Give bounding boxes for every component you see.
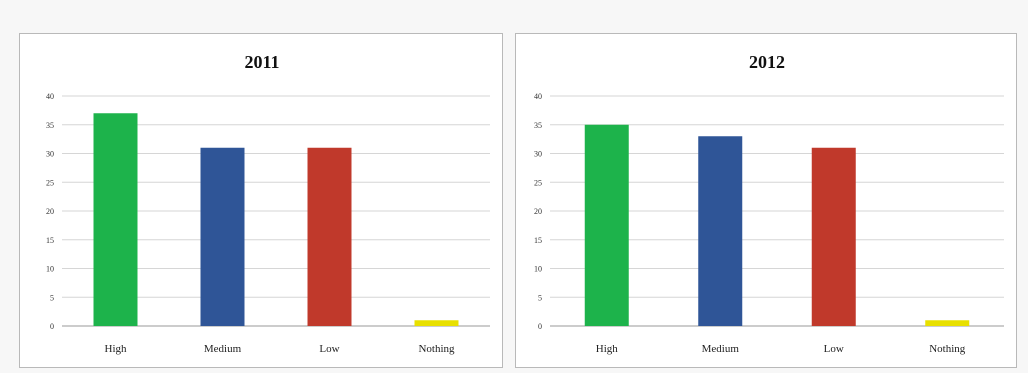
y-tick-label: 5 xyxy=(50,293,54,302)
y-tick-label: 25 xyxy=(534,178,542,187)
y-tick-label: 15 xyxy=(46,236,54,245)
bar-low xyxy=(308,148,352,326)
x-category-label: Low xyxy=(319,343,339,355)
y-tick-label: 0 xyxy=(50,322,54,331)
y-tick-label: 15 xyxy=(534,236,542,245)
y-tick-label: 25 xyxy=(46,178,54,187)
chart-title: 2012 xyxy=(749,52,785,72)
y-tick-label: 35 xyxy=(534,121,542,130)
y-tick-label: 30 xyxy=(534,150,542,159)
bar-medium xyxy=(698,136,742,326)
x-category-label: Nothing xyxy=(418,343,455,355)
y-tick-label: 10 xyxy=(534,265,542,274)
x-category-label: Nothing xyxy=(929,343,966,355)
bar-high xyxy=(585,125,629,326)
y-tick-label: 35 xyxy=(46,121,54,130)
x-category-label: Medium xyxy=(702,343,740,355)
bar-high xyxy=(94,113,138,326)
x-category-label: Low xyxy=(824,343,844,355)
x-category-label: Medium xyxy=(204,343,242,355)
chart-2012-svg: 2012 0 5 10 15 20 25 30 35 40 High Medium Low Nothi… xyxy=(516,34,1018,369)
x-category-label: High xyxy=(596,343,619,355)
x-category-label: High xyxy=(105,343,128,355)
y-tick-label: 40 xyxy=(534,92,542,101)
bar-nothing xyxy=(415,320,459,326)
chart-title: 2011 xyxy=(244,52,279,72)
y-tick-label: 10 xyxy=(46,265,54,274)
chart-2011-svg: 2011 0 5 10 15 20 25 30 35 40 High Medium Low Nothi… xyxy=(20,34,504,369)
bar-low xyxy=(812,148,856,326)
y-tick-label: 40 xyxy=(46,92,54,101)
chart-2011-panel: 2011 0 5 10 15 20 25 30 35 40 High Medium Low Nothi… xyxy=(19,33,503,368)
y-tick-label: 20 xyxy=(534,207,542,216)
chart-2012-panel: 2012 0 5 10 15 20 25 30 35 40 High Medium Low Nothi… xyxy=(515,33,1017,368)
y-tick-label: 0 xyxy=(538,322,542,331)
bar-nothing xyxy=(925,320,969,326)
y-tick-label: 5 xyxy=(538,293,542,302)
y-tick-label: 30 xyxy=(46,150,54,159)
bar-medium xyxy=(201,148,245,326)
y-tick-label: 20 xyxy=(46,207,54,216)
